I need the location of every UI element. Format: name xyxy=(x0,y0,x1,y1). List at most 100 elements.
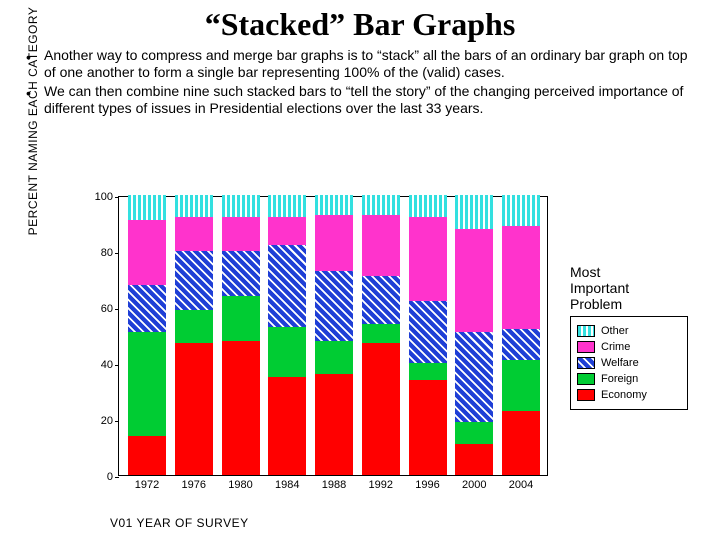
bar-segment-economy xyxy=(315,374,353,475)
y-tick-label: 20 xyxy=(83,415,119,427)
legend-label: Foreign xyxy=(601,373,638,385)
stacked-bar-chart: PERCENT NAMING EACH CATEGORY 02040608010… xyxy=(60,196,700,526)
x-tick-label: 1992 xyxy=(369,475,393,491)
plot-area: 0204060801001972197619801984198819921996… xyxy=(118,196,548,476)
bar-segment-foreign xyxy=(502,360,540,410)
bar-segment-economy xyxy=(362,343,400,475)
bar-segment-crime xyxy=(362,215,400,277)
bar-segment-economy xyxy=(175,343,213,475)
bar-segment-crime xyxy=(315,215,353,271)
bar-segment-other xyxy=(175,195,213,217)
bar-segment-economy xyxy=(128,436,166,475)
y-tick-mark xyxy=(115,197,119,198)
bar-segment-foreign xyxy=(268,327,306,377)
legend-title-line: Most xyxy=(570,264,629,280)
bullet-item: • We can then combine nine such stacked … xyxy=(26,83,694,117)
bar-segment-other xyxy=(268,195,306,217)
x-tick-label: 2004 xyxy=(509,475,533,491)
legend-swatch xyxy=(577,341,595,353)
x-tick-label: 1980 xyxy=(228,475,252,491)
legend-swatch xyxy=(577,357,595,369)
x-tick-label: 1984 xyxy=(275,475,299,491)
bar-segment-welfare xyxy=(128,285,166,333)
bar-segment-foreign xyxy=(128,332,166,436)
bar-segment-other xyxy=(222,195,260,217)
y-tick-mark xyxy=(115,309,119,310)
legend-label: Welfare xyxy=(601,357,639,369)
legend-swatch xyxy=(577,389,595,401)
bar-segment-welfare xyxy=(175,251,213,310)
x-tick-label: 2000 xyxy=(462,475,486,491)
bar-segment-welfare xyxy=(315,271,353,341)
bar-segment-other xyxy=(455,195,493,229)
legend-swatch xyxy=(577,325,595,337)
bar-segment-foreign xyxy=(175,310,213,344)
y-tick-label: 0 xyxy=(83,471,119,483)
bar-segment-other xyxy=(409,195,447,217)
legend-label: Crime xyxy=(601,341,630,353)
bar-column xyxy=(502,195,540,475)
bar-segment-welfare xyxy=(362,276,400,324)
bar-segment-economy xyxy=(268,377,306,475)
bar-column xyxy=(455,195,493,475)
legend-item-other: Other xyxy=(577,325,681,337)
bar-segment-crime xyxy=(502,226,540,330)
legend-label: Other xyxy=(601,325,629,337)
bar-column xyxy=(222,195,260,475)
bar-segment-economy xyxy=(222,341,260,475)
bar-segment-foreign xyxy=(409,363,447,380)
bar-segment-crime xyxy=(268,217,306,245)
y-tick-label: 80 xyxy=(83,247,119,259)
bar-segment-welfare xyxy=(502,329,540,360)
x-tick-label: 1972 xyxy=(135,475,159,491)
bar-segment-welfare xyxy=(409,301,447,363)
legend-title-line: Problem xyxy=(570,296,629,312)
bar-column xyxy=(362,195,400,475)
x-axis-label: V01 YEAR OF SURVEY xyxy=(110,516,249,530)
bar-segment-foreign xyxy=(455,422,493,444)
x-tick-label: 1976 xyxy=(182,475,206,491)
bars-container xyxy=(119,197,547,475)
y-tick-label: 100 xyxy=(83,191,119,203)
legend-item-foreign: Foreign xyxy=(577,373,681,385)
bar-segment-welfare xyxy=(455,332,493,422)
bar-column xyxy=(409,195,447,475)
bar-segment-economy xyxy=(409,380,447,475)
y-tick-mark xyxy=(115,365,119,366)
legend-label: Economy xyxy=(601,389,647,401)
y-tick-mark xyxy=(115,421,119,422)
bar-segment-welfare xyxy=(268,245,306,326)
bar-segment-other xyxy=(315,195,353,215)
x-tick-label: 1996 xyxy=(415,475,439,491)
bar-segment-foreign xyxy=(362,324,400,344)
bar-column xyxy=(175,195,213,475)
x-tick-label: 1988 xyxy=(322,475,346,491)
bar-segment-foreign xyxy=(222,296,260,341)
bullet-text: Another way to compress and merge bar gr… xyxy=(44,47,694,81)
y-axis-label: PERCENT NAMING EACH CATEGORY xyxy=(26,6,40,236)
legend-title: MostImportantProblem xyxy=(570,264,629,312)
bar-segment-crime xyxy=(222,217,260,251)
bar-segment-welfare xyxy=(222,251,260,296)
legend-title-line: Important xyxy=(570,280,629,296)
bar-segment-crime xyxy=(175,217,213,251)
bullet-item: • Another way to compress and merge bar … xyxy=(26,47,694,81)
bullet-text: We can then combine nine such stacked ba… xyxy=(44,83,694,117)
bar-column xyxy=(268,195,306,475)
y-tick-mark xyxy=(115,477,119,478)
bar-segment-economy xyxy=(455,444,493,475)
bar-segment-other xyxy=(502,195,540,226)
y-tick-label: 60 xyxy=(83,303,119,315)
bar-segment-economy xyxy=(502,411,540,475)
legend-item-welfare: Welfare xyxy=(577,357,681,369)
legend: Other Crime Welfare Foreign Economy xyxy=(570,316,688,410)
bar-column xyxy=(128,195,166,475)
legend-swatch xyxy=(577,373,595,385)
y-tick-label: 40 xyxy=(83,359,119,371)
page-title: “Stacked” Bar Graphs xyxy=(0,0,720,47)
bar-segment-crime xyxy=(455,229,493,333)
bar-segment-crime xyxy=(128,220,166,284)
y-tick-mark xyxy=(115,253,119,254)
legend-item-crime: Crime xyxy=(577,341,681,353)
bar-segment-crime xyxy=(409,217,447,301)
